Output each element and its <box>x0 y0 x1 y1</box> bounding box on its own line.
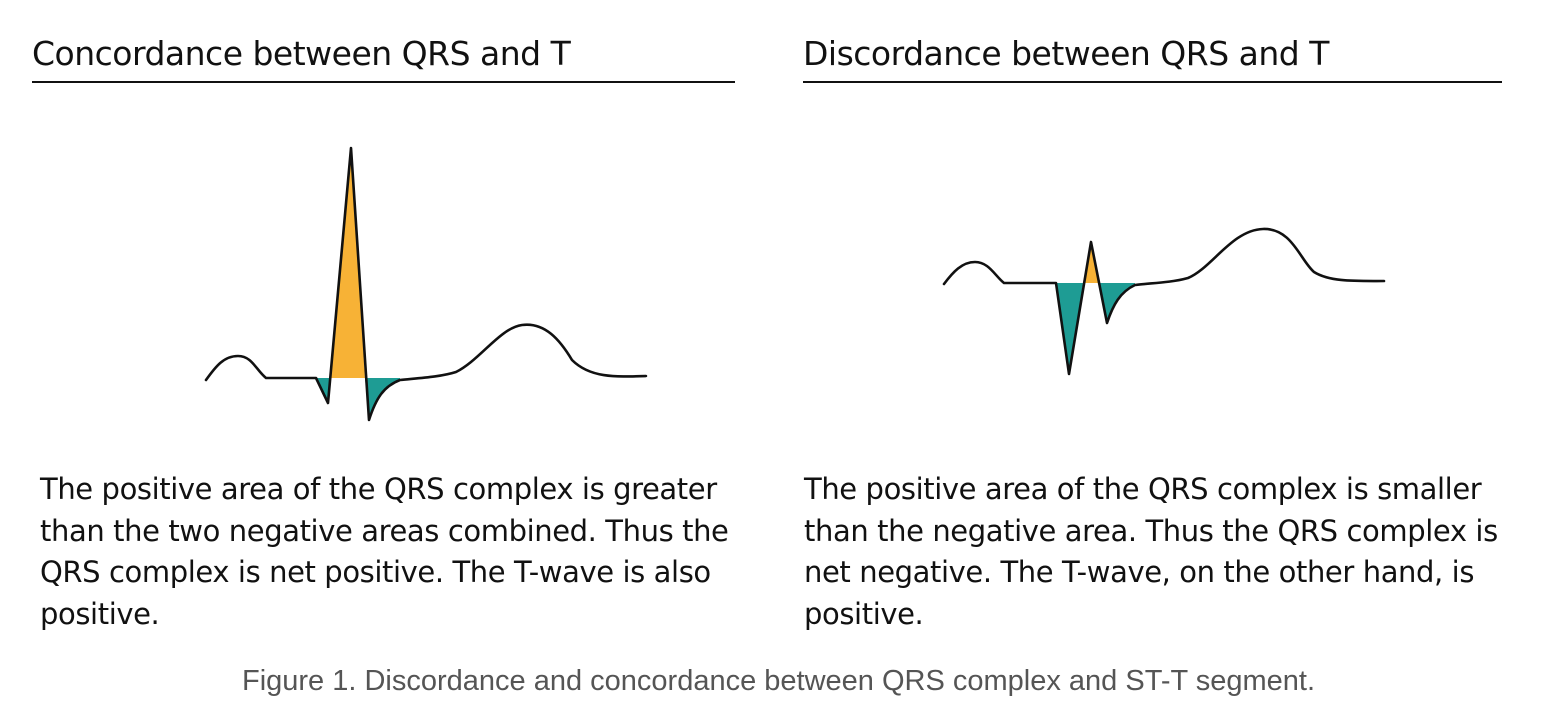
concordant-ecg-trace <box>204 146 648 422</box>
q-wave-negative-area <box>1056 283 1083 374</box>
discordance-description: The positive area of the QRS complex is … <box>804 472 1498 631</box>
concordant-ecg-waveform <box>204 146 648 422</box>
discordant-ecg-trace <box>942 227 1386 376</box>
discordant-ecg-waveform <box>942 227 1386 376</box>
concordance-title: Concordance between QRS and T <box>32 34 735 83</box>
ecg-diagrams <box>204 146 1386 422</box>
s-wave-negative-area <box>365 378 400 420</box>
r-wave-positive-area <box>331 148 365 378</box>
figure-caption: Figure 1. Discordance and concordance be… <box>241 665 1316 697</box>
s-wave-negative-area <box>1100 283 1135 323</box>
discordance-title: Discordance between QRS and T <box>803 34 1502 83</box>
concordance-description: The positive area of the QRS complex is … <box>40 472 729 631</box>
